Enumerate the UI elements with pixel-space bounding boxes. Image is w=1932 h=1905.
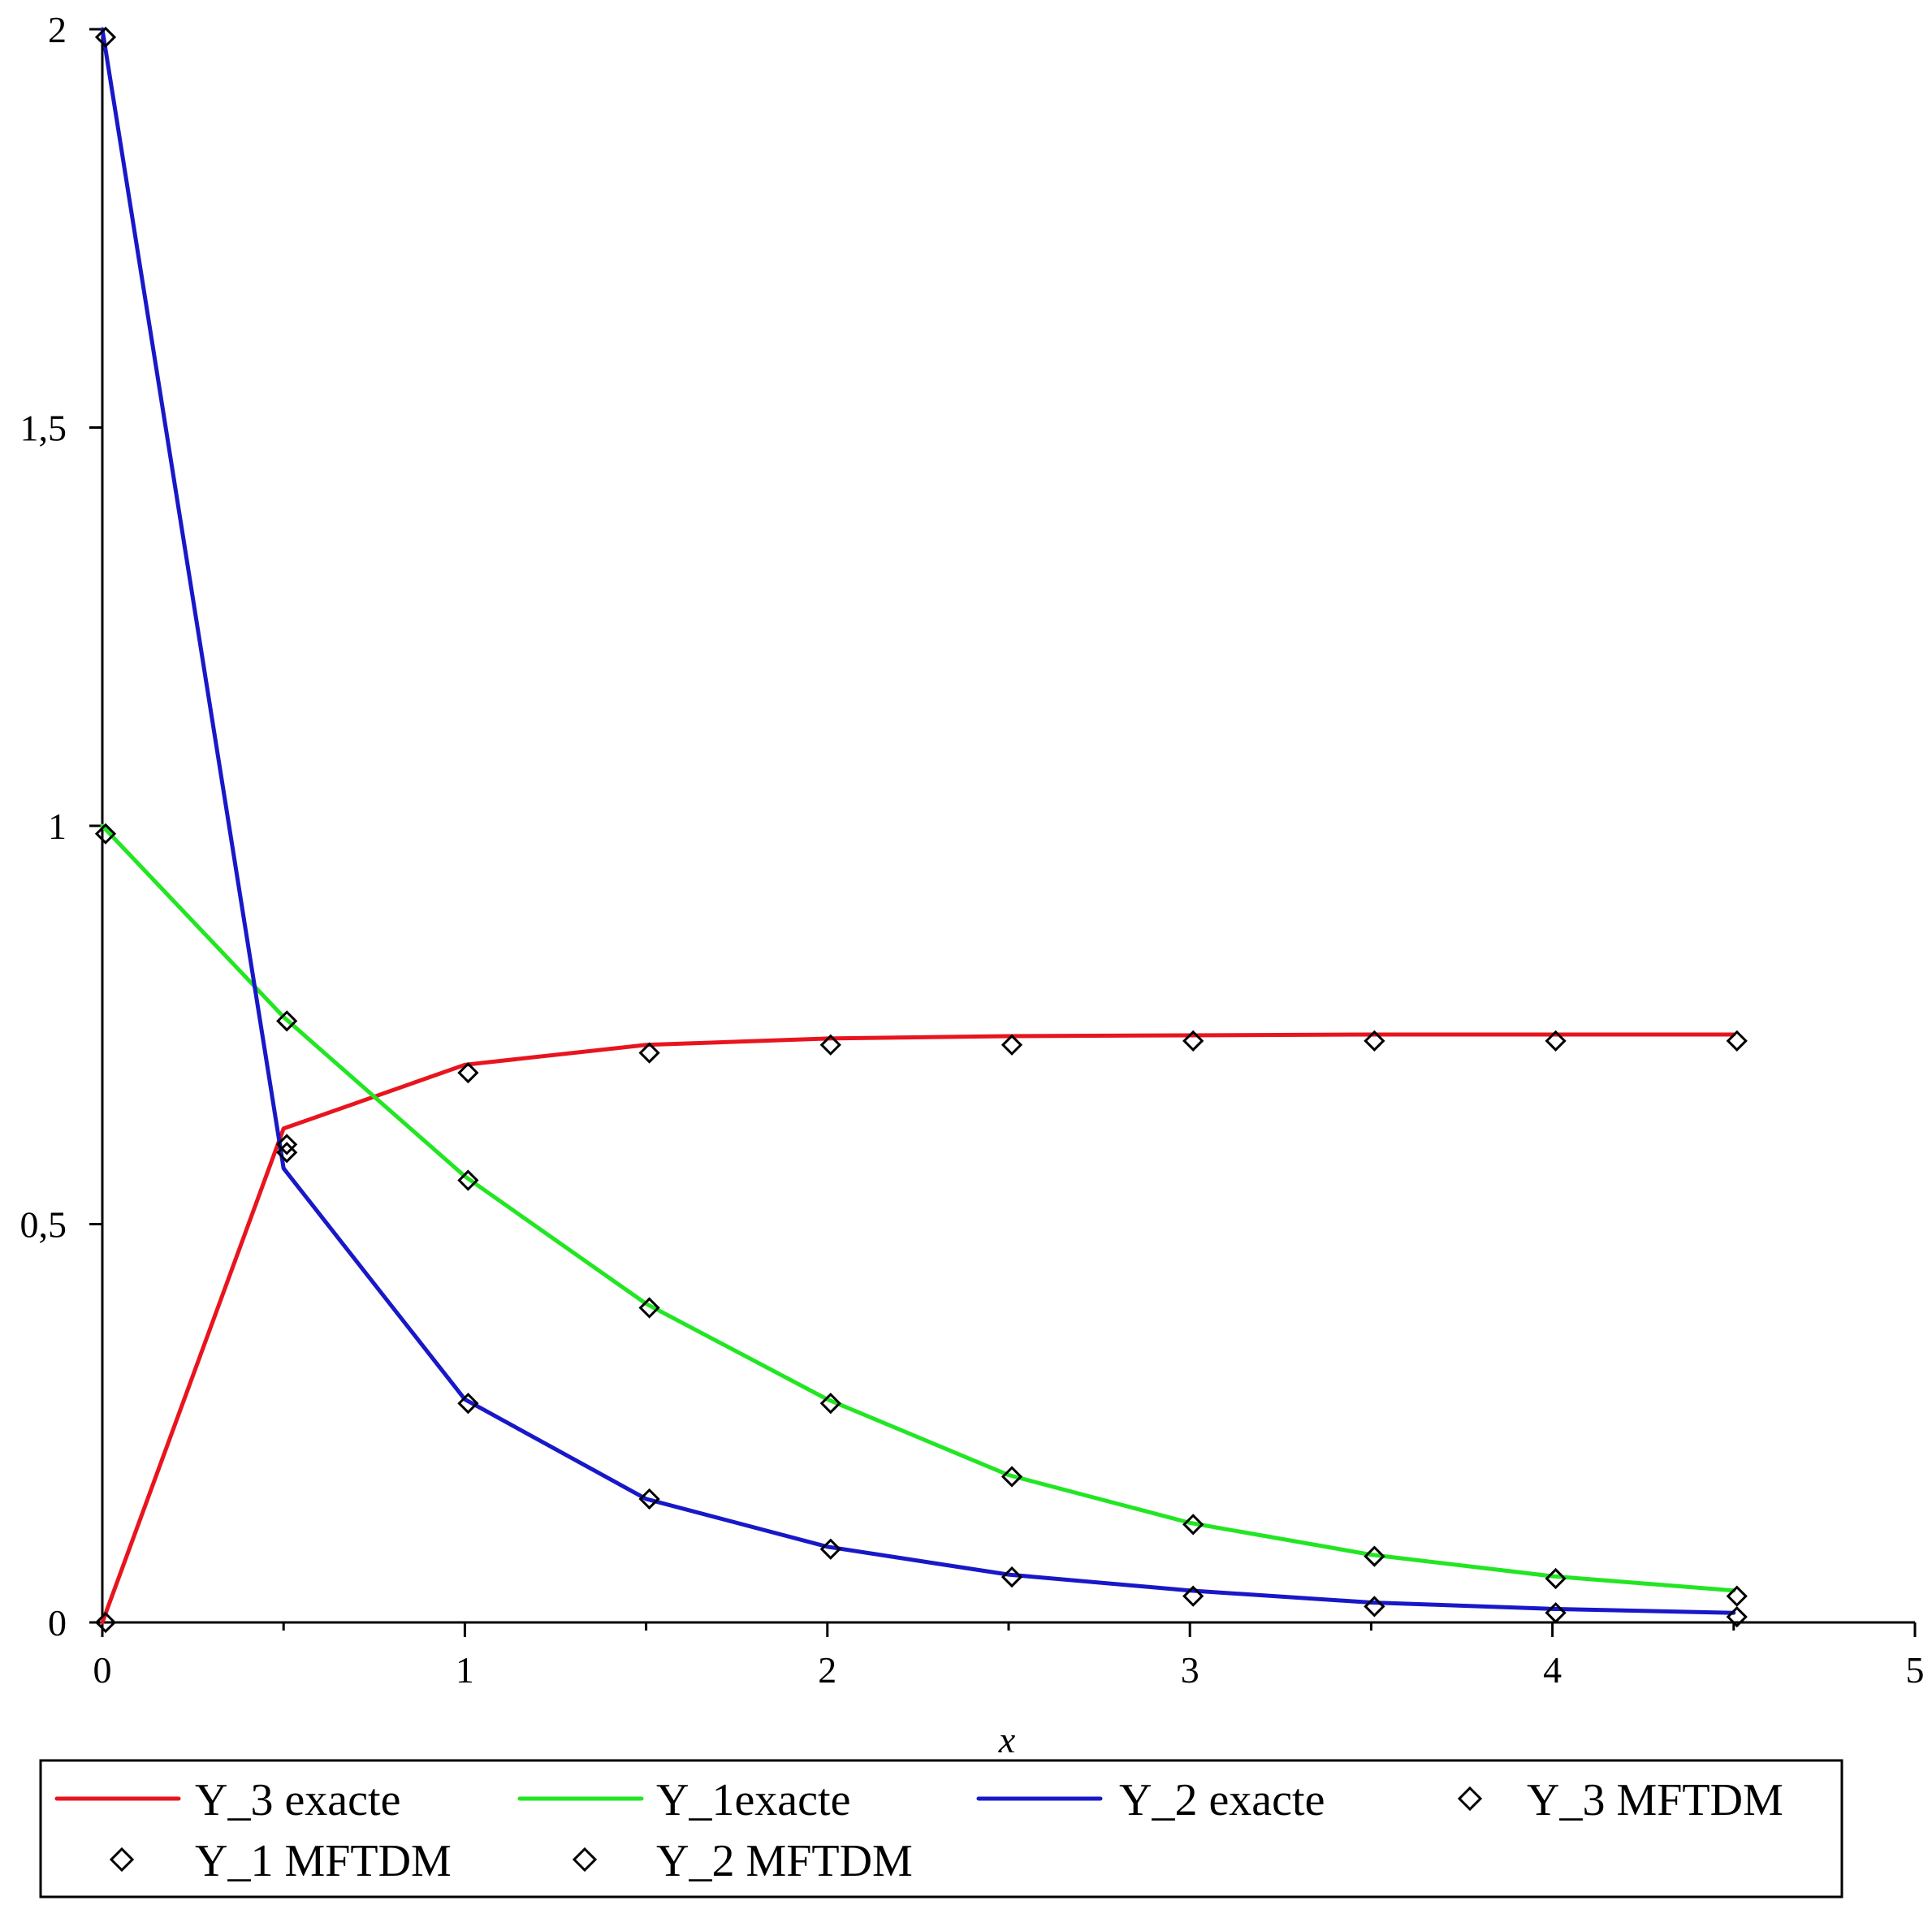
- data-point: [1182, 1585, 1204, 1607]
- x-tick-label: 4: [1543, 1649, 1562, 1691]
- data-point: [1726, 1030, 1748, 1052]
- series-line-1: [100, 823, 1736, 1593]
- legend-label-5: Y_2 MFTDM: [656, 1836, 913, 1886]
- y-tick-label: 1: [48, 806, 67, 847]
- x-tick-label: 0: [93, 1649, 112, 1691]
- data-point: [1364, 1030, 1385, 1052]
- data-point: [1182, 1514, 1204, 1536]
- legend-label-3: Y_3 MFTDM: [1527, 1775, 1783, 1825]
- plot-area: 0 1 2 3 4 5 0 0,5 1 1,5 2 x: [20, 9, 1925, 1760]
- data-point: [1364, 1596, 1385, 1618]
- data-point: [819, 1034, 841, 1056]
- data-point: [1726, 1585, 1748, 1607]
- data-point: [1001, 1466, 1023, 1488]
- y-tick-label: 2: [48, 9, 67, 50]
- legend-marker-5: [572, 1847, 598, 1873]
- data-point: [1364, 1545, 1385, 1567]
- data-point: [276, 1142, 298, 1164]
- data-point: [1545, 1567, 1567, 1590]
- legend-label-0: Y_3 exacte: [195, 1775, 400, 1825]
- y-tick-label: 0,5: [20, 1204, 67, 1246]
- data-point: [1545, 1030, 1567, 1052]
- series-line-2: [100, 27, 1736, 1615]
- x-axis-title: x: [998, 1719, 1016, 1760]
- legend: Y_3 exacte Y_1exacte Y_2 exacte Y_3 MFTDM Y_…: [39, 1759, 1843, 1899]
- data-point: [1182, 1030, 1204, 1052]
- y-tick-label: 0: [48, 1602, 67, 1644]
- x-ticks: 0 1 2 3 4 5: [93, 1622, 1925, 1691]
- data-point: [1001, 1034, 1023, 1056]
- legend-marker-4: [109, 1847, 135, 1873]
- x-tick-label: 1: [456, 1649, 474, 1691]
- x-tick-label: 3: [1181, 1649, 1199, 1691]
- data-point: [1001, 1566, 1023, 1588]
- legend-box: [39, 1759, 1843, 1899]
- legend-items: Y_3 exacte Y_1exacte Y_2 exacte Y_3 MFTDM Y_…: [54, 1775, 1783, 1886]
- data-point: [94, 823, 117, 845]
- data-point: [1726, 1606, 1748, 1628]
- data-point: [276, 1010, 298, 1032]
- data-point: [457, 1169, 479, 1191]
- data-point: [819, 1538, 841, 1560]
- data-point: [819, 1393, 841, 1415]
- series-line-0: [100, 1032, 1736, 1625]
- x-tick-label: 2: [818, 1649, 836, 1691]
- data-point: [94, 26, 117, 48]
- data-point: [638, 1042, 660, 1064]
- legend-label-4: Y_1 MFTDM: [195, 1836, 452, 1886]
- data-point: [94, 1611, 117, 1634]
- data-point: [457, 1393, 479, 1415]
- legend-label-1: Y_1exacte: [656, 1775, 850, 1825]
- series-markers: [94, 26, 1748, 1634]
- data-point: [638, 1488, 660, 1510]
- legend-label-2: Y_2 exacte: [1119, 1775, 1325, 1825]
- y-tick-label: 1,5: [20, 408, 67, 449]
- data-point: [1545, 1602, 1567, 1624]
- data-point: [457, 1061, 479, 1084]
- data-point: [638, 1297, 660, 1319]
- legend-marker-3: [1457, 1786, 1483, 1812]
- series-lines: [100, 27, 1736, 1625]
- y-ticks: 0 0,5 1 1,5 2: [20, 9, 102, 1644]
- x-tick-label: 5: [1906, 1649, 1925, 1691]
- data-point: [276, 1134, 298, 1156]
